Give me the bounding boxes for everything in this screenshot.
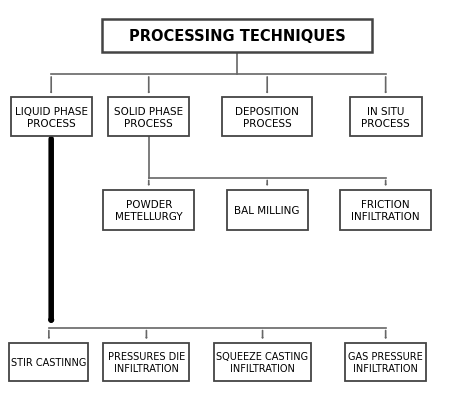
- Text: BAL MILLING: BAL MILLING: [235, 206, 300, 216]
- Text: FRICTION
INFILTRATION: FRICTION INFILTRATION: [351, 200, 420, 221]
- FancyBboxPatch shape: [108, 98, 190, 137]
- Text: SQUEEZE CASTING
INFILTRATION: SQUEEZE CASTING INFILTRATION: [217, 351, 309, 373]
- FancyBboxPatch shape: [350, 98, 422, 137]
- Text: LIQUID PHASE
PROCESS: LIQUID PHASE PROCESS: [15, 107, 88, 128]
- FancyBboxPatch shape: [103, 343, 190, 382]
- FancyBboxPatch shape: [214, 343, 311, 382]
- Text: GAS PRESSURE
INFILTRATION: GAS PRESSURE INFILTRATION: [348, 351, 423, 373]
- Text: PRESSURES DIE
INFILTRATION: PRESSURES DIE INFILTRATION: [108, 351, 185, 373]
- Text: STIR CASTINNG: STIR CASTINNG: [11, 357, 87, 367]
- Text: PROCESSING TECHNIQUES: PROCESSING TECHNIQUES: [128, 29, 346, 44]
- Text: SOLID PHASE
PROCESS: SOLID PHASE PROCESS: [114, 107, 183, 128]
- FancyBboxPatch shape: [102, 20, 372, 53]
- FancyBboxPatch shape: [227, 190, 308, 231]
- FancyBboxPatch shape: [9, 343, 88, 382]
- FancyBboxPatch shape: [340, 190, 431, 231]
- Text: DEPOSITION
PROCESS: DEPOSITION PROCESS: [235, 107, 299, 128]
- FancyBboxPatch shape: [10, 98, 92, 137]
- FancyBboxPatch shape: [222, 98, 312, 137]
- Text: IN SITU
PROCESS: IN SITU PROCESS: [361, 107, 410, 128]
- FancyBboxPatch shape: [345, 343, 426, 382]
- Text: POWDER
METELLURGY: POWDER METELLURGY: [115, 200, 182, 221]
- FancyBboxPatch shape: [103, 190, 194, 231]
